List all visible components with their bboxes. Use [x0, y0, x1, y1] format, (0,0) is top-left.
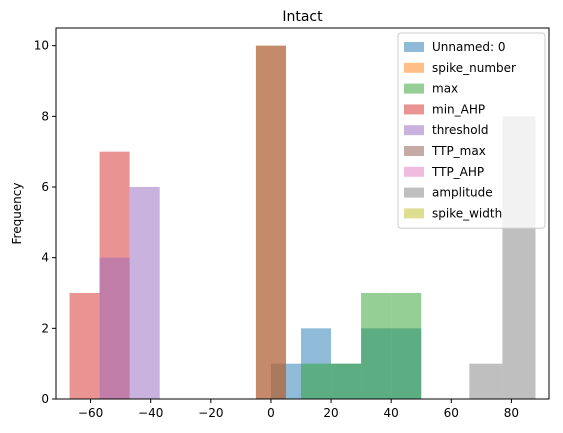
legend-label: threshold	[432, 123, 489, 137]
x-tick-label: 60	[444, 406, 459, 420]
legend-swatch	[404, 83, 424, 94]
legend-swatch	[404, 187, 424, 198]
legend-label: TTP_max	[431, 144, 486, 158]
legend-swatch	[404, 166, 424, 177]
bar-max-1	[331, 363, 362, 399]
legend-swatch	[404, 42, 424, 52]
y-tick-label: 10	[34, 39, 49, 53]
y-tick-label: 2	[41, 321, 49, 335]
legend-swatch	[404, 62, 424, 73]
bar-max-3	[391, 293, 422, 399]
legend-swatch	[404, 146, 424, 156]
chart-title: Intact	[282, 9, 323, 25]
legend-label: Unnamed: 0	[432, 40, 506, 54]
x-tick-label: 20	[323, 406, 338, 420]
x-tick-label: −40	[138, 406, 163, 420]
legend-label: TTP_AHP	[431, 165, 484, 179]
bar-max-2	[361, 293, 392, 399]
x-tick-label: 0	[267, 406, 275, 420]
legend-swatch	[404, 208, 424, 219]
legend-swatch	[404, 104, 424, 115]
legend-label: spike_number	[432, 61, 516, 75]
bar-amplitude-0	[469, 363, 503, 399]
legend-label: max	[432, 82, 458, 96]
bar-min-ahp-0	[69, 293, 100, 399]
x-tick-label: 40	[384, 406, 399, 420]
bars-layer	[69, 45, 536, 400]
y-tick-label: 8	[41, 109, 49, 123]
x-tick-label: 80	[504, 406, 519, 420]
plot-frame	[55, 27, 550, 400]
legend-swatch	[404, 125, 424, 136]
legend-label: amplitude	[432, 186, 493, 200]
x-tick-label: −20	[198, 406, 223, 420]
legend-label: spike_width	[432, 206, 502, 220]
legend-label: min_AHP	[432, 102, 485, 116]
bar-max-0	[300, 363, 332, 399]
y-tick-label: 0	[41, 392, 49, 406]
y-tick-label: 4	[41, 251, 49, 265]
bar-ttp-max-0	[255, 45, 286, 400]
y-axis-title: Frequency	[10, 183, 24, 245]
legend-box	[397, 32, 546, 229]
bar-threshold-1	[129, 187, 160, 399]
bar-threshold-0	[99, 257, 130, 399]
y-tick-label: 6	[41, 180, 49, 194]
x-tick-label: −60	[78, 406, 103, 420]
ticks-layer: −60 −40 −20 0 20 40 60 80 0 2 4 6 8 10	[34, 39, 519, 420]
